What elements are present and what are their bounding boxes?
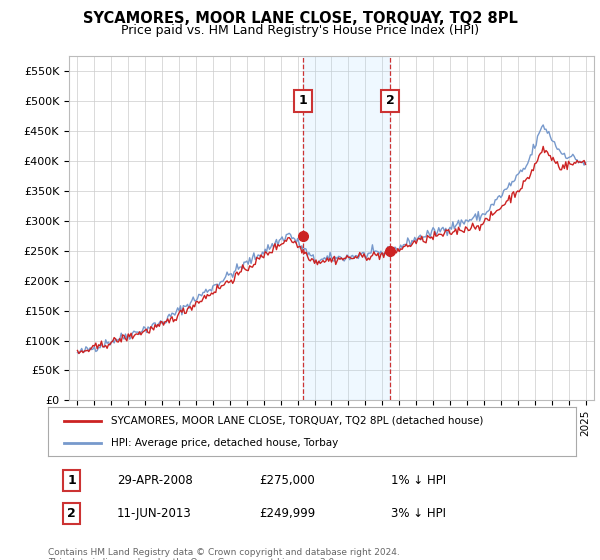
- Text: 1% ↓ HPI: 1% ↓ HPI: [391, 474, 446, 487]
- Text: 1: 1: [299, 95, 308, 108]
- Text: SYCAMORES, MOOR LANE CLOSE, TORQUAY, TQ2 8PL: SYCAMORES, MOOR LANE CLOSE, TORQUAY, TQ2…: [83, 11, 517, 26]
- Text: 2: 2: [386, 95, 394, 108]
- Text: Contains HM Land Registry data © Crown copyright and database right 2024.
This d: Contains HM Land Registry data © Crown c…: [48, 548, 400, 560]
- Text: 2: 2: [67, 507, 76, 520]
- Text: 11-JUN-2013: 11-JUN-2013: [116, 507, 191, 520]
- Text: SYCAMORES, MOOR LANE CLOSE, TORQUAY, TQ2 8PL (detached house): SYCAMORES, MOOR LANE CLOSE, TORQUAY, TQ2…: [112, 416, 484, 426]
- Text: 3% ↓ HPI: 3% ↓ HPI: [391, 507, 446, 520]
- Text: Price paid vs. HM Land Registry's House Price Index (HPI): Price paid vs. HM Land Registry's House …: [121, 24, 479, 36]
- Text: 1: 1: [67, 474, 76, 487]
- Text: 29-APR-2008: 29-APR-2008: [116, 474, 193, 487]
- Text: £275,000: £275,000: [259, 474, 315, 487]
- Text: HPI: Average price, detached house, Torbay: HPI: Average price, detached house, Torb…: [112, 438, 338, 448]
- Text: £249,999: £249,999: [259, 507, 316, 520]
- Bar: [303, 56, 390, 400]
